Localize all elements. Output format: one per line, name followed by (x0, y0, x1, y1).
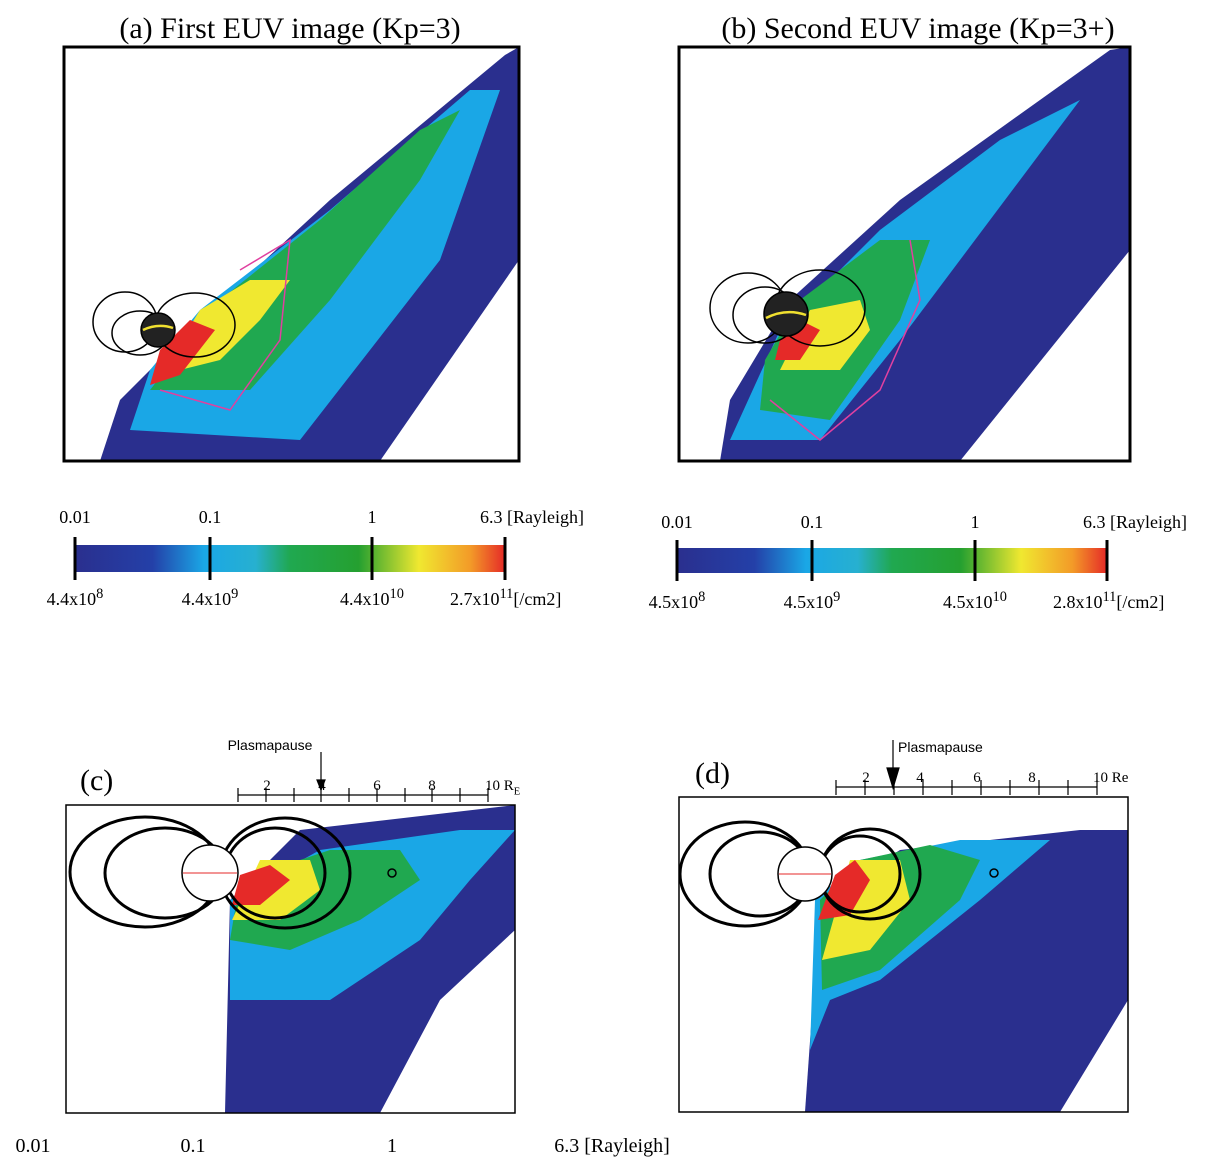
colorbar-label-part: 4.5x10 (943, 592, 993, 612)
colorbar-label: 4.4x109 (182, 586, 239, 609)
scale-label: 0.01 (16, 1135, 51, 1157)
colorbar (677, 548, 1107, 573)
scale-label: 1 (387, 1135, 397, 1157)
axis-label: 10 RE (485, 778, 520, 798)
axis-label: 10 Re (1093, 770, 1129, 786)
colorbar-label-part: 9 (833, 589, 840, 605)
panel-frame (677, 45, 1132, 463)
axis-label: 4 (916, 770, 924, 786)
colorbar-label-part: 4.5x10 (784, 592, 834, 612)
axis-label-part: E (514, 787, 520, 798)
axis-label: 6 (973, 770, 981, 786)
axis-label: 2 (862, 770, 870, 786)
colorbar-label-part: 2.7x10 (450, 589, 500, 609)
colorbar-label-part: 10 (390, 586, 404, 602)
colorbar-label: 4.4x108 (47, 586, 104, 609)
colorbar-label: 6.3 [Rayleigh] (1083, 512, 1187, 532)
colorbar-label: 0.1 (199, 507, 222, 527)
colorbar-label-part: 4.5x10 (649, 592, 699, 612)
colorbar (75, 545, 505, 572)
ruler-d (835, 740, 1098, 795)
scale-label: 6.3 [Rayleigh] (554, 1135, 670, 1157)
colorbar-label-part: [/cm2] (513, 589, 561, 609)
colorbar-label: 4.4x1010 (340, 586, 404, 609)
colorbar-label: 2.7x1011[/cm2] (450, 586, 561, 609)
field-lines-c (68, 815, 397, 930)
colorbar-label: 1 (368, 507, 377, 527)
euv-image-b (720, 47, 1130, 461)
axis-label: 4 (318, 778, 326, 794)
axis-label: 8 (1028, 770, 1036, 786)
colorbar-label-part: 4.4x10 (340, 589, 390, 609)
colorbar-label: 6.3 [Rayleigh] (480, 507, 584, 527)
colorbar-label: 0.1 (801, 512, 824, 532)
panel-title: (b) Second EUV image (Kp=3+) (721, 12, 1114, 45)
axis-label: 8 (428, 778, 436, 794)
axis-label-part: 10 R (485, 778, 514, 794)
colorbar-label-part: 10 (993, 589, 1007, 605)
map-c (225, 805, 515, 1113)
euv-image-a (100, 47, 519, 461)
panel-title: (a) First EUV image (Kp=3) (119, 12, 460, 45)
colorbar-label-part: [/cm2] (1116, 592, 1164, 612)
panel-label: (c) (80, 764, 113, 797)
panel-frame (65, 804, 516, 1114)
colorbar-label: 4.5x109 (784, 589, 841, 612)
colorbar-label: 2.8x1011[/cm2] (1053, 589, 1164, 612)
colorbar-label-part: 11 (1103, 589, 1117, 605)
earth-a (92, 291, 236, 358)
earth-b (709, 269, 866, 347)
colorbar-label: 4.5x1010 (943, 589, 1007, 612)
colorbar-label-part: 8 (698, 589, 705, 605)
annotation: Plasmapause (228, 737, 313, 753)
colorbar-label: 4.5x108 (649, 589, 706, 612)
field-lines-d (678, 820, 999, 928)
colorbar-label-part: 2.8x10 (1053, 592, 1103, 612)
colorbar-label: 0.01 (661, 512, 693, 532)
panel-label: (d) (695, 757, 730, 790)
colorbar-label-part: 4.4x10 (182, 589, 232, 609)
panel-frame (62, 45, 521, 463)
axis-label: 2 (263, 778, 271, 794)
scale-label: 0.1 (181, 1135, 206, 1157)
colorbar-label-part: 4.4x10 (47, 589, 97, 609)
colorbar-label-part: 8 (96, 586, 103, 602)
panel-frame (678, 796, 1129, 1113)
colorbar-label-part: 11 (500, 586, 514, 602)
colorbar-label: 1 (971, 512, 980, 532)
axis-label: 6 (373, 778, 381, 794)
ruler-c (237, 752, 489, 802)
annotation: Plasmapause (898, 739, 983, 755)
colorbar-label-part: 9 (231, 586, 238, 602)
colorbar-label: 0.01 (59, 507, 91, 527)
map-d (805, 830, 1128, 1112)
